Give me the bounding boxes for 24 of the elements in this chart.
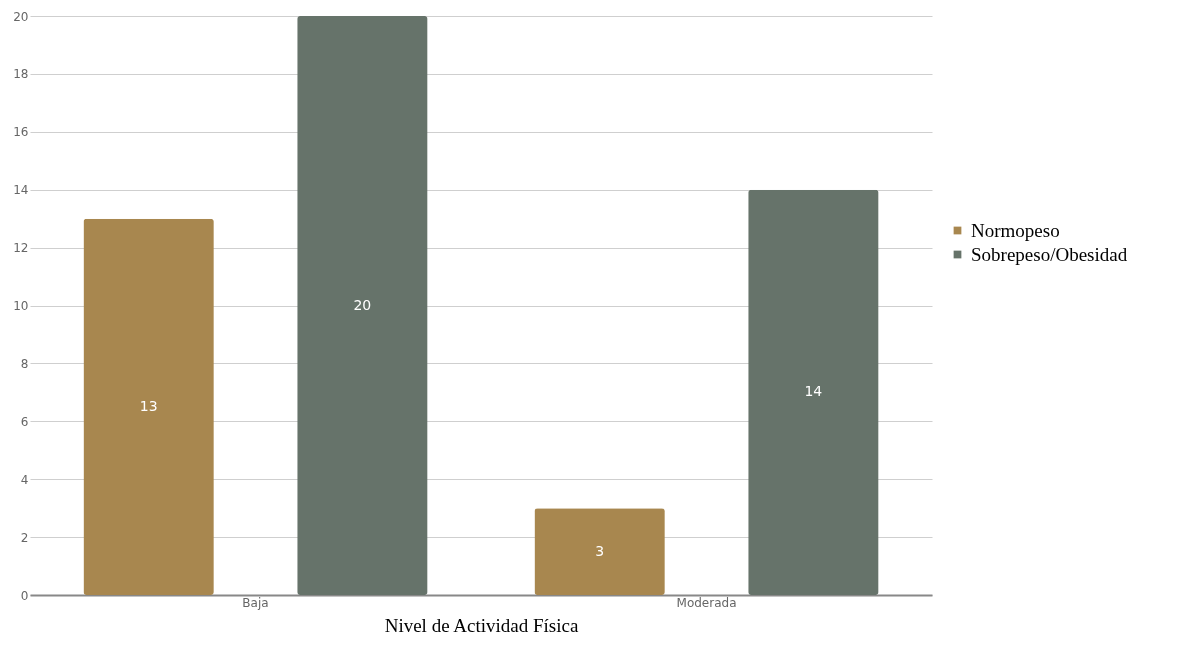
x-tick-label: Moderada bbox=[676, 595, 737, 610]
y-tick-label: 16 bbox=[13, 125, 29, 140]
y-tick-label: 14 bbox=[13, 183, 29, 198]
y-tick-label: 0 bbox=[20, 588, 29, 603]
bar bbox=[83, 218, 214, 595]
y-tick-label: 4 bbox=[20, 472, 29, 487]
x-tick-label: Baja bbox=[242, 595, 269, 610]
y-tick-label: 6 bbox=[20, 414, 29, 429]
data-label: 14 bbox=[804, 383, 823, 400]
data-label: 3 bbox=[595, 542, 605, 559]
legend-label: Normopeso bbox=[971, 219, 1060, 241]
y-tick-label: 8 bbox=[20, 356, 29, 371]
bar bbox=[748, 189, 879, 595]
bar bbox=[534, 508, 665, 595]
y-tick-label: 10 bbox=[13, 299, 29, 313]
y-tick-label: 20 bbox=[13, 9, 29, 24]
y-tick-label: 2 bbox=[20, 530, 29, 545]
data-label: 20 bbox=[353, 296, 372, 313]
y-tick-label: 12 bbox=[13, 241, 29, 256]
y-tick-label: 18 bbox=[13, 67, 29, 82]
data-label: 13 bbox=[139, 397, 158, 414]
bar bbox=[297, 16, 428, 595]
legend-label: Sobrepeso/Obesidad bbox=[971, 243, 1128, 265]
x-axis-title: Nivel de Actividad Física bbox=[384, 614, 579, 636]
